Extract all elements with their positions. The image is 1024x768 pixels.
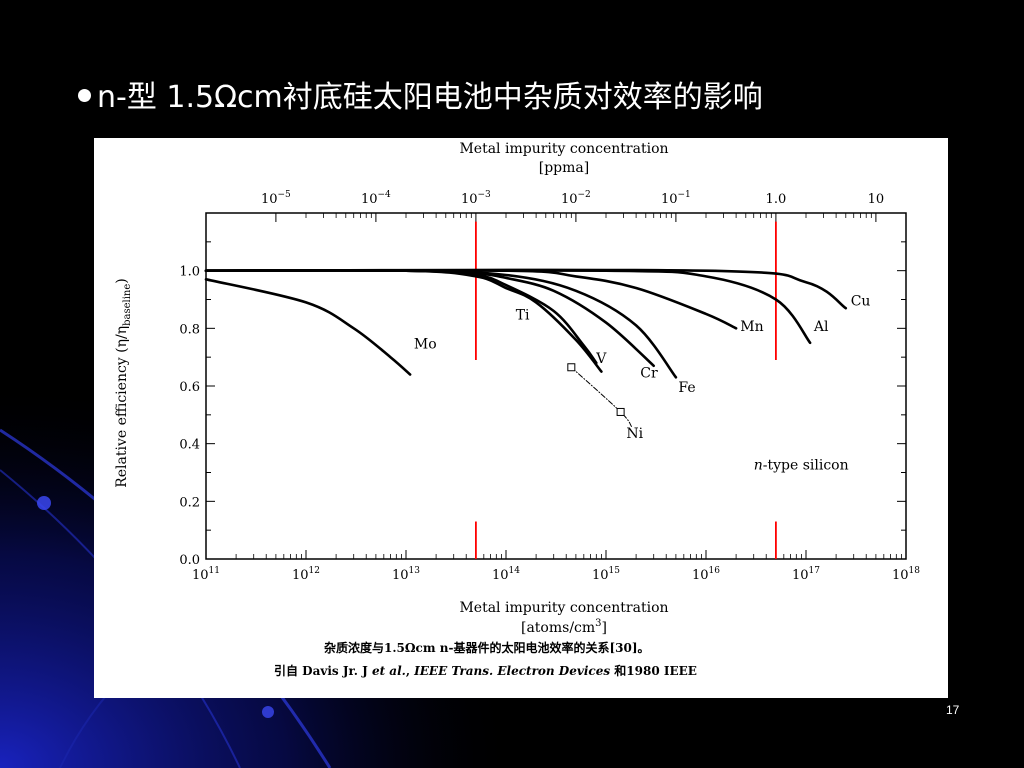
x-tick-label-15: 1015	[592, 566, 620, 583]
y-tick-label: 0.0	[179, 553, 200, 568]
x-tick-label-12: 1012	[292, 566, 320, 583]
x-tick-label-17: 1017	[792, 566, 820, 583]
y-tick-label: 1.0	[179, 265, 200, 280]
series-cu-line	[204, 268, 848, 310]
y-tick-label: 0.8	[179, 322, 200, 337]
series-label-ni: Ni	[626, 426, 643, 442]
y-tick-label: 0.4	[179, 438, 200, 453]
series-label-cu: Cu	[851, 293, 871, 309]
caption-line2: 引自 Davis Jr. J et al., IEEE Trans. Elect…	[274, 663, 697, 678]
series-mo-line	[204, 278, 412, 376]
top-tick-label-4: 10−1	[661, 190, 691, 207]
annotation-ntype: n-type silicon	[754, 458, 849, 474]
series-label-mo: Mo	[414, 337, 437, 353]
x-tick-label-11: 1011	[192, 566, 220, 583]
series-label-v: V	[595, 351, 607, 367]
top-axis-title-line2: [ppma]	[539, 160, 589, 176]
series-label-fe: Fe	[678, 380, 695, 396]
top-tick-label-3: 10−2	[561, 190, 591, 207]
series-label-al: Al	[813, 319, 829, 335]
x-axis-title-line1: Metal impurity concentration	[459, 600, 668, 616]
series-mn-line	[204, 268, 738, 330]
x-tick-label-16: 1016	[692, 566, 720, 583]
series-label-mn: Mn	[740, 319, 763, 335]
top-tick-label-1: 10−4	[361, 190, 391, 207]
series-ni-line	[570, 366, 632, 427]
y-tick-label: 0.2	[179, 495, 200, 510]
x-tick-label-13: 1013	[392, 566, 420, 583]
top-axis-title-line1: Metal impurity concentration	[459, 141, 668, 157]
series-al-line	[204, 268, 812, 345]
title-prefix: n-型 1.5	[97, 80, 215, 115]
title-suffix: cm衬底硅太阳电池中杂质对效率的影响	[237, 80, 763, 115]
series-label-cr: Cr	[640, 365, 658, 381]
series-label-ti: Ti	[516, 308, 530, 324]
x-tick-label-18: 1018	[892, 566, 920, 583]
plot-frame	[205, 212, 907, 560]
bullet-icon	[78, 89, 91, 102]
y-axis-title: Relative efficiency (η/ηbaseline)	[114, 278, 133, 488]
top-tick-label-0: 10−5	[261, 190, 291, 207]
page-number: 17	[946, 703, 960, 717]
top-tick-label-2: 10−3	[461, 190, 491, 207]
chart-figure: Metal impurity concentration [ppma] Meta…	[94, 138, 948, 698]
top-tick-label-5: 1.0	[766, 192, 787, 207]
top-tick-label-6: 10	[868, 192, 885, 207]
slide-title: n-型 1.5Ωcm衬底硅太阳电池中杂质对效率的影响	[78, 78, 763, 118]
x-tick-label-14: 1014	[492, 566, 520, 583]
efficiency-chart: Metal impurity concentration [ppma] Meta…	[114, 141, 920, 678]
title-omega: Ω	[214, 80, 238, 115]
x-axis-title-line2: [atoms/cm3]	[521, 618, 607, 636]
caption-line1: 杂质浓度与1.5Ωcm n-基器件的太阳电池效率的关系[30]。	[324, 640, 650, 655]
series-ni-marker-0	[567, 363, 576, 372]
series-ni-marker-1	[616, 407, 625, 416]
y-tick-label: 0.6	[179, 380, 200, 395]
